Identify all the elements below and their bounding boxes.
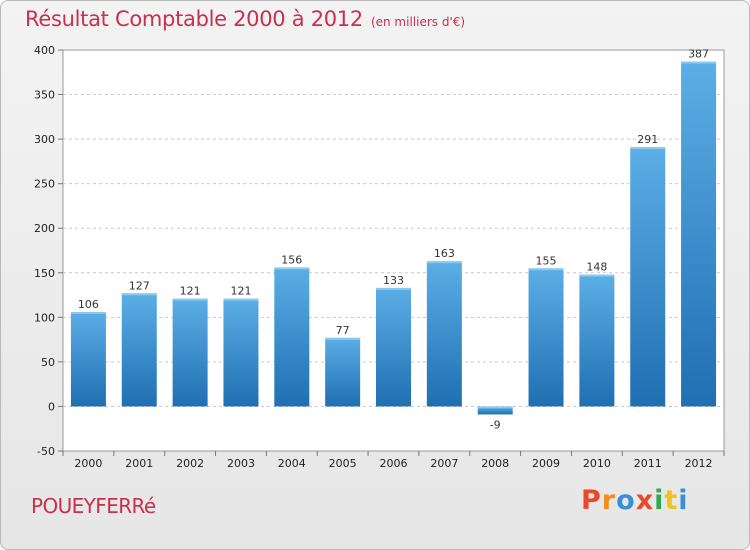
bar-2001 [121,293,157,407]
logo-letter: o [616,485,636,516]
chart-title-text: Résultat Comptable 2000 à 2012 [25,7,363,31]
value-label: -9 [490,418,501,431]
chart-title: Résultat Comptable 2000 à 2012 (en millie… [25,7,465,31]
x-tick-label: 2001 [125,457,153,470]
y-tick-label: 200 [34,222,55,235]
x-tick-label: 2009 [532,457,560,470]
bar-highlight [325,337,361,340]
value-label: 106 [78,298,99,311]
logo-letter: x [635,485,655,516]
bars [70,61,717,415]
y-axis: -50 0 50 100 150 200 250 300 350 400 [34,44,63,458]
x-tick-label: 2002 [176,457,204,470]
bar-highlight [630,147,666,150]
y-tick-label: 350 [34,89,55,102]
y-tick-label: 400 [34,44,55,57]
bar-2002 [172,298,208,407]
x-tick-label: 2003 [227,457,255,470]
value-label: 156 [281,253,302,266]
logo-letter: r [601,485,617,516]
bar-highlight [681,61,717,64]
y-tick-label: 50 [41,356,55,369]
bar-highlight [172,298,208,301]
value-label: 121 [180,285,201,298]
bar-highlight [477,406,513,409]
y-tick-label: 0 [48,400,55,413]
bar-2000 [70,311,106,407]
bar-2003 [223,298,259,407]
value-label: 148 [586,261,607,274]
value-label: 387 [688,48,709,61]
y-tick-label: 100 [34,311,55,324]
value-label: 121 [230,285,251,298]
bar-2011 [630,147,666,407]
commune-name: POUEYFERRé [31,494,156,518]
value-label: 77 [336,324,350,337]
x-tick-label: 2004 [278,457,306,470]
x-axis: 2000 2001 2002 2003 2004 2005 2006 2007 2008 2009… [62,451,725,470]
logo-letter: P [581,485,602,516]
x-tick-label: 2007 [430,457,458,470]
bar-highlight [121,293,157,296]
chart-subtitle: (en milliers d'€) [370,15,466,29]
x-tick-label: 2010 [583,457,611,470]
value-label: 127 [129,279,150,292]
y-tick-label: -50 [37,445,55,458]
x-tick-label: 2000 [74,457,102,470]
y-tick-label: 250 [34,178,55,191]
bar-2006 [376,287,411,407]
proxiti-logo[interactable]: Proxiti [581,485,689,516]
value-label: 291 [637,133,658,146]
bar-2009 [528,268,564,407]
logo-letter: i [678,485,689,516]
bar-2007 [426,261,462,407]
value-label: 163 [434,247,455,260]
bar-highlight [426,261,462,264]
value-label: 133 [383,274,404,287]
x-tick-label: 2006 [380,457,408,470]
bar-2012 [681,61,717,407]
bar-2005 [325,337,361,407]
bar-2004 [274,267,310,407]
logo-letter: i [654,485,665,516]
bar-2010 [579,274,615,407]
x-tick-label: 2012 [685,457,713,470]
bar-2008 [477,406,513,415]
bar-highlight [70,311,106,314]
bar-highlight [579,274,615,277]
value-labels: 106 127 121 121 156 77 133 163 -9 155 148 291 387 [78,48,709,432]
bar-highlight [274,267,310,270]
bar-highlight [223,298,259,301]
bar-highlight [376,287,411,290]
bar-highlight [528,268,564,271]
x-tick-label: 2008 [481,457,509,470]
x-tick-label: 2011 [634,457,662,470]
logo-letter: t [664,485,679,516]
y-tick-label: 300 [34,133,55,146]
value-label: 155 [536,254,557,267]
x-tick-label: 2005 [329,457,357,470]
y-tick-label: 150 [34,267,55,280]
